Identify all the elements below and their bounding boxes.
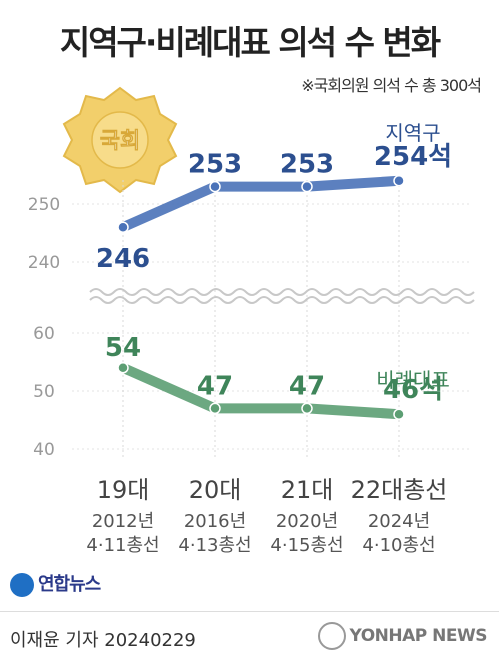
y-tick-label: 240 — [28, 253, 60, 273]
data-point — [393, 175, 405, 187]
series-line — [118, 175, 404, 233]
x-tick-label: 19대 — [97, 476, 150, 504]
data-point — [301, 402, 313, 415]
x-tick-sublabel: 4·11총선 — [86, 535, 159, 556]
data-label: 246 — [96, 244, 150, 274]
data-label: 253 — [280, 150, 334, 180]
emblem-label: 국회 — [100, 129, 140, 154]
y-tick-label: 250 — [28, 195, 60, 215]
data-label: 47 — [289, 371, 325, 401]
series-line — [118, 362, 404, 420]
x-tick-label: 21대 — [281, 476, 334, 504]
axis-break-line — [89, 296, 475, 304]
x-tick-sublabel: 2012년 — [92, 511, 154, 532]
total-seats-note: ※국회의원 의석 수 총 300석 — [301, 76, 482, 95]
data-point — [301, 180, 313, 193]
data-point — [393, 408, 405, 420]
data-point — [117, 221, 129, 233]
data-label: 47 — [197, 371, 233, 401]
data-label: 54 — [105, 333, 141, 363]
data-point — [209, 402, 221, 415]
reporter-name: 이재윤 기자 — [10, 630, 99, 651]
footer: 이재윤 기자 20240229 YONHAP NEWS — [0, 611, 499, 662]
series-name: 지역구 — [385, 121, 440, 145]
byline: 이재윤 기자 20240229 — [10, 626, 196, 652]
brand-logo: 연합뉴스 — [10, 570, 101, 597]
x-tick-sublabel: 4·10총선 — [362, 535, 435, 556]
data-point — [209, 180, 221, 193]
brand-name: 연합뉴스 — [38, 574, 101, 595]
x-tick-sublabel: 2020년 — [276, 511, 338, 532]
x-tick-sublabel: 4·13총선 — [178, 535, 251, 556]
x-tick-sublabel: 2024년 — [368, 511, 430, 532]
data-label: 254석 — [374, 142, 452, 172]
x-tick-label: 22대총선 — [351, 476, 448, 504]
brand-globe-icon — [10, 573, 34, 597]
yonhap-logo-icon — [317, 622, 346, 650]
data-label: 253 — [188, 150, 242, 180]
credit: YONHAP NEWS — [317, 622, 488, 650]
page-title: 지역구·비례대표 의석 수 변화 — [59, 23, 441, 62]
data-label: 46석 — [383, 375, 443, 405]
data-point — [117, 362, 129, 374]
y-tick-label: 60 — [33, 324, 55, 344]
series-name: 비례대표 — [376, 368, 450, 392]
emblem-center — [91, 111, 149, 169]
axis-break-line — [89, 288, 475, 296]
x-tick-label: 20대 — [189, 476, 242, 504]
publish-date: 20240229 — [104, 630, 196, 651]
x-tick-sublabel: 4·15총선 — [270, 535, 343, 556]
national-assembly-emblem: 국회 — [62, 86, 178, 194]
y-tick-label: 40 — [33, 440, 55, 460]
credit-text: YONHAP NEWS — [349, 626, 488, 646]
y-tick-label: 50 — [33, 382, 55, 402]
x-tick-sublabel: 2016년 — [184, 511, 246, 532]
